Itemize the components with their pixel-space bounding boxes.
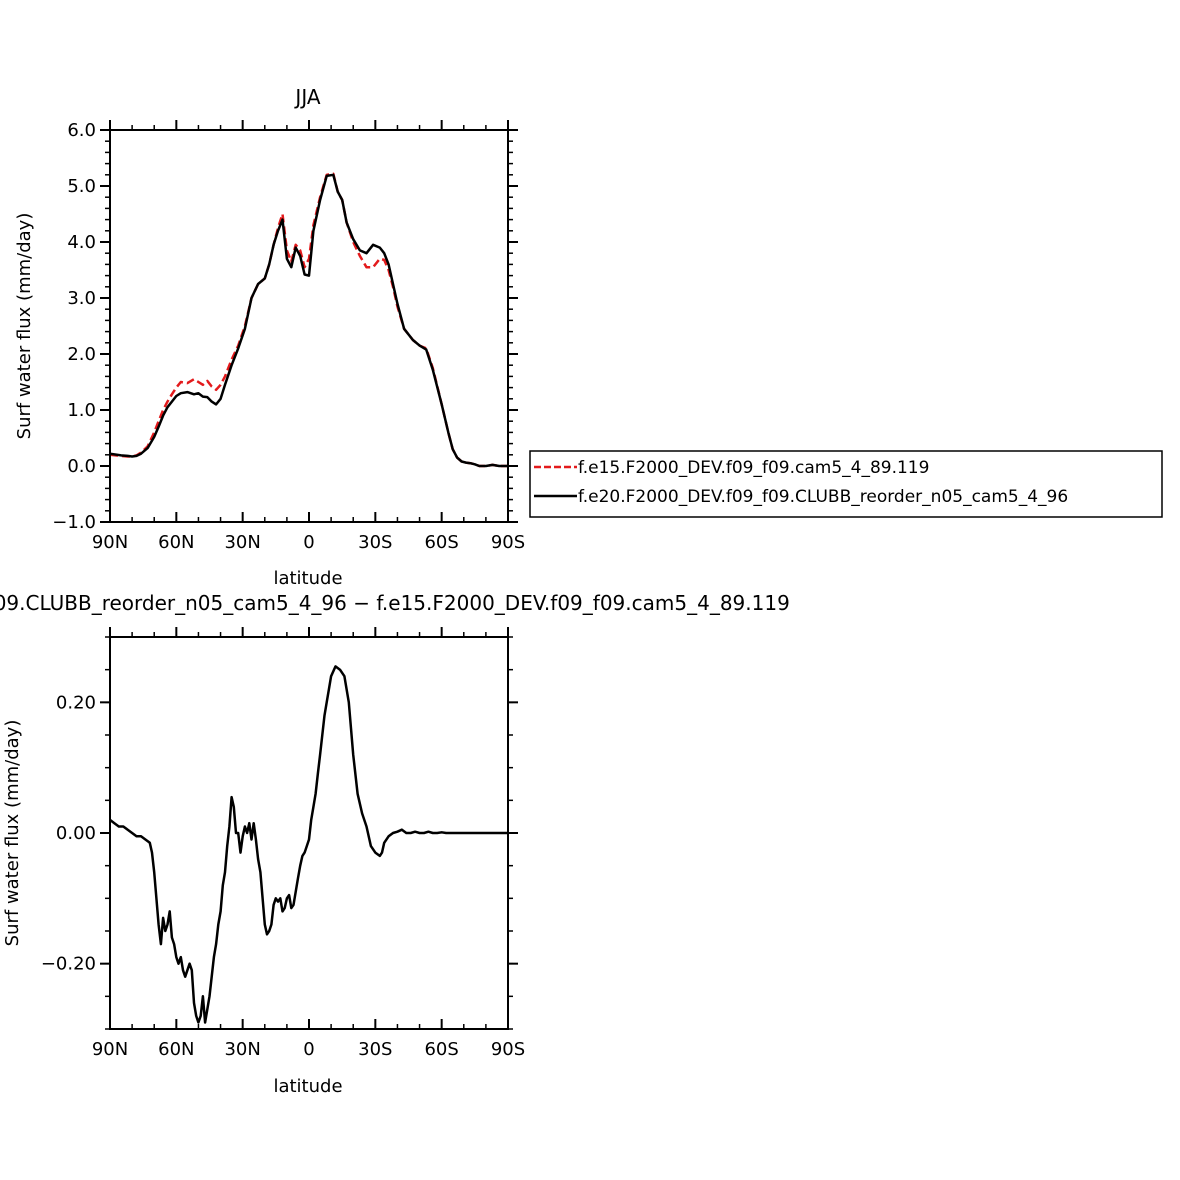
top-plot-frame	[109, 129, 509, 523]
top-y-tick-label: 5.0	[67, 176, 96, 197]
bottom-x-tick-label: 30N	[224, 1039, 260, 1060]
top-y-tick-label: 4.0	[67, 232, 96, 253]
top-x-tick-label: 30N	[224, 532, 260, 553]
bottom-y-tick-label: 0.20	[56, 692, 96, 713]
top-y-tick-label: 0.0	[67, 456, 96, 477]
bottom-x-tick-label: 60S	[424, 1039, 458, 1060]
bottom-y-axis-label: Surf water flux (mm/day)	[2, 720, 23, 947]
bottom-y-tick-label: 0.00	[56, 823, 96, 844]
bottom-plot-frame	[109, 636, 509, 1030]
bottom-x-axis-label: latitude	[273, 1076, 342, 1097]
top-series-line-0	[109, 172, 508, 468]
bottom-x-tick-label: 90N	[92, 1039, 128, 1060]
top-x-tick-label: 60N	[158, 532, 194, 553]
legend-label-test: f.e20.F2000_DEV.f09_f09.CLUBB_reorder_n0…	[578, 487, 1068, 507]
top-y-tick-label: 1.0	[67, 400, 96, 421]
top-y-tick-label: 3.0	[67, 288, 96, 309]
legend-label-control: f.e15.F2000_DEV.f09_f09.cam5_4_89.119	[578, 458, 929, 478]
bottom-series-line-0	[109, 665, 508, 1024]
top-x-tick-label: 90N	[92, 532, 128, 553]
bottom-x-tick-label: 90S	[491, 1039, 525, 1060]
top-y-tick-label: 6.0	[67, 120, 96, 141]
top-x-tick-label: 30S	[358, 532, 392, 553]
top-y-axis-label: Surf water flux (mm/day)	[14, 213, 35, 440]
bottom-y-tick-label: −0.20	[41, 954, 96, 975]
bottom-panel: f.e20.F2000_DEV.f09_f09.CLUBB_reorder_n0…	[0, 591, 790, 1097]
bottom-chart-title: f.e20.F2000_DEV.f09_f09.CLUBB_reorder_n0…	[0, 591, 790, 615]
top-panel: JJA 90N 60N 30N 0 30S 60S 90S −1.0 0.0 1.0 2.0 3.0 4…	[14, 85, 525, 589]
top-x-tick-label: 60S	[424, 532, 458, 553]
legend: f.e15.F2000_DEV.f09_f09.cam5_4_89.119 f.…	[529, 450, 1163, 518]
top-chart-title: JJA	[293, 85, 320, 109]
top-y-tick-label: 2.0	[67, 344, 96, 365]
top-series-line-1	[109, 173, 508, 468]
top-x-tick-label: 90S	[491, 532, 525, 553]
bottom-x-tick-label: 60N	[158, 1039, 194, 1060]
bottom-x-tick-label: 0	[303, 1039, 314, 1060]
top-y-tick-label: −1.0	[52, 512, 96, 533]
legend-box	[529, 450, 1163, 518]
top-x-axis-label: latitude	[273, 568, 342, 589]
top-x-tick-label: 0	[303, 532, 314, 553]
bottom-x-tick-label: 30S	[358, 1039, 392, 1060]
